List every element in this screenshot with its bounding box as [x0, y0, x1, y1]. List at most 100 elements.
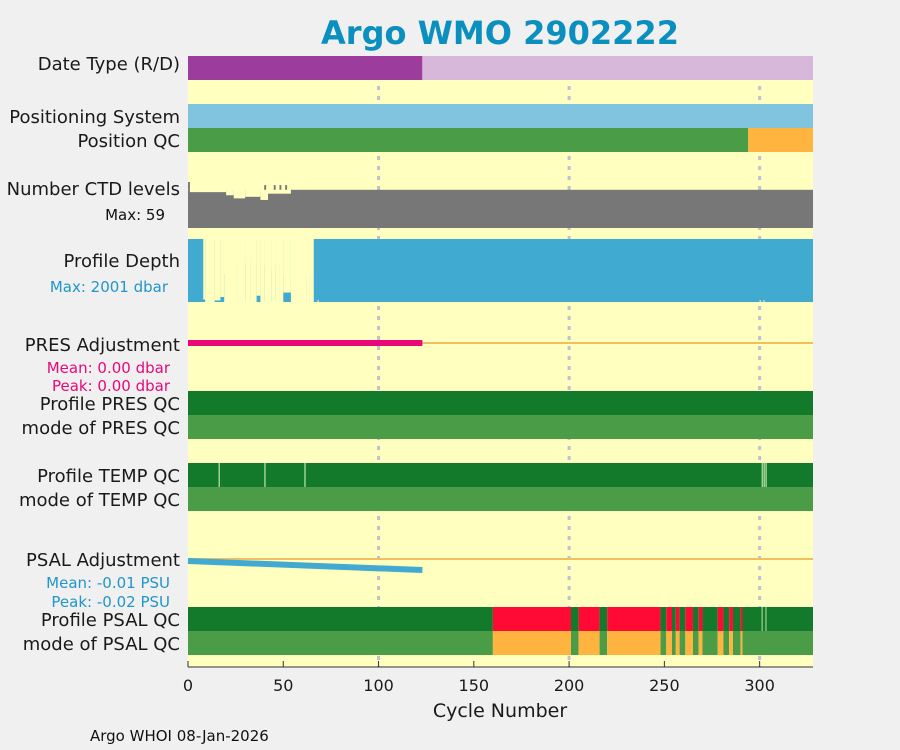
label-mode-psal-qc: mode of PSAL QC [23, 634, 180, 655]
profile-depth-shallow [296, 239, 307, 302]
profile-psal-qc-segment-bad [607, 607, 661, 631]
label-psal-adjustment: PSAL Adjustment [26, 550, 180, 571]
profile-psal-qc-segment-good_dark [732, 607, 741, 631]
x-tick-label-200: 200 [554, 676, 585, 695]
profile-depth-shallow [222, 239, 230, 274]
mode-pres-qc-bar [188, 415, 813, 439]
profile-depth-shallow [237, 239, 246, 265]
mode-psal-qc-segment-good [742, 631, 813, 655]
label-ctd-levels: Number CTD levels [7, 179, 180, 200]
mode-psal-qc-segment-good [671, 631, 676, 655]
profile-psal-qc-segment-bad [698, 607, 703, 631]
x-tick-label-0: 0 [183, 676, 193, 695]
label-mode-pres-qc: mode of PRES QC [22, 418, 180, 439]
profile-temp-qc-mark [763, 463, 765, 487]
depth-max-label: Max: 2001 dbar [50, 278, 169, 296]
profile-depth-tick [759, 300, 761, 302]
x-tick-label-50: 50 [273, 676, 293, 695]
mode-psal-qc-segment-probably_bad [698, 631, 703, 655]
profile-psal-qc-mark [765, 607, 767, 631]
profile-depth-shallow [279, 239, 284, 276]
mode-psal-qc-segment-probably_bad [729, 631, 733, 655]
profile-depth-tick [309, 300, 311, 302]
profile-depth-shallow [245, 239, 251, 262]
profile-depth-gap-mid [306, 239, 310, 277]
profile-depth-shallow [271, 239, 276, 271]
ctd-levels-dip [189, 189, 227, 193]
profile-depth-shallow [250, 239, 257, 268]
psal-adjustment-line [187, 558, 423, 573]
mode-psal-qc-segment-good [732, 631, 741, 655]
ctd-levels-dip [260, 189, 269, 200]
mode-psal-qc-segment-good [692, 631, 699, 655]
mode-psal-qc-segment-probably_bad [675, 631, 680, 655]
x-tick-label-250: 250 [649, 676, 680, 695]
profile-pres-qc-bar [188, 391, 813, 415]
profile-psal-qc-segment-bad [666, 607, 672, 631]
profile-psal-qc-segment-good_dark [723, 607, 730, 631]
positioning-system-bar [188, 104, 813, 128]
profile-depth-gap [264, 239, 272, 302]
mode-psal-qc-segment-probably_bad [740, 631, 743, 655]
ctd-levels-spike [279, 185, 282, 190]
profile-depth-shallow [290, 239, 297, 280]
profile-psal-qc-segment-good_dark [702, 607, 718, 631]
ctd-levels-dip [233, 189, 246, 199]
profile-psal-qc-segment-good_dark [660, 607, 667, 631]
profile-psal-qc-segment-bad [675, 607, 680, 631]
profile-depth-gap [237, 239, 246, 302]
mode-psal-qc-segment-good [702, 631, 718, 655]
profile-depth-gap [256, 239, 261, 296]
x-axis-label: Cycle Number [433, 700, 567, 722]
profile-psal-qc-segment-good_dark [571, 607, 579, 631]
ctd-levels-dip [268, 189, 291, 194]
mode-psal-qc-segment-probably_bad [717, 631, 724, 655]
profile-depth-gap [283, 239, 291, 293]
label-positioning-system: Positioning System [9, 107, 180, 128]
ctd-levels-spike [273, 185, 276, 190]
profile-psal-qc-segment-bad [578, 607, 600, 631]
profile-depth-tick [317, 300, 319, 302]
profile-psal-qc-segment-good_dark [679, 607, 686, 631]
profile-psal-qc-segment-bad [740, 607, 743, 631]
profile-psal-qc-segment-bad [729, 607, 733, 631]
date-type-segment-R [188, 56, 423, 80]
psal-peak-label: Peak: -0.02 PSU [51, 593, 170, 611]
label-profile-depth: Profile Depth [63, 251, 180, 272]
profile-depth-gap [309, 239, 314, 302]
mode-psal-qc-segment-good [723, 631, 730, 655]
x-axis: 0 50 100 150 200 250 300 [183, 661, 813, 695]
profile-psal-qc-mark [761, 607, 763, 631]
profile-psal-qc-segment-bad [492, 607, 572, 631]
label-profile-psal-qc: Profile PSAL QC [41, 610, 180, 631]
date-type-segment-D [422, 56, 813, 80]
psal-mean-label: Mean: -0.01 PSU [46, 574, 170, 592]
profile-psal-qc-segment-bad [685, 607, 693, 631]
label-mode-temp-qc: mode of TEMP QC [19, 490, 180, 511]
profile-depth-gap [275, 239, 280, 302]
profile-depth-gap [205, 239, 215, 302]
ctd-levels-bar [188, 189, 813, 228]
profile-depth-gap [214, 239, 221, 301]
profile-depth-gap [203, 239, 206, 300]
profile-depth-shallow [260, 239, 265, 263]
profile-temp-qc-mark [264, 463, 266, 487]
profile-depth-shallow [264, 239, 272, 266]
label-date-type: Date Type (R/D) [38, 54, 180, 75]
profile-psal-qc-segment-bad [717, 607, 724, 631]
profile-depth-gap [260, 239, 265, 302]
profile-temp-qc-mark [765, 463, 767, 487]
profile-depth-gap [245, 239, 251, 302]
profile-depth-gap [250, 239, 257, 302]
pres-mean-label: Mean: 0.00 dbar [47, 359, 171, 377]
mode-psal-qc-segment-good [660, 631, 667, 655]
mode-psal-qc-segment-probably_bad [578, 631, 600, 655]
label-position-qc: Position QC [77, 131, 180, 152]
pres-peak-label: Peak: 0.00 dbar [52, 377, 171, 395]
mode-psal-qc-segment-probably_bad [666, 631, 672, 655]
ctd-levels-spike [285, 185, 288, 190]
data-layer [187, 56, 813, 655]
mode-temp-qc-bar [188, 487, 813, 511]
ctd-levels-spike [188, 182, 190, 190]
